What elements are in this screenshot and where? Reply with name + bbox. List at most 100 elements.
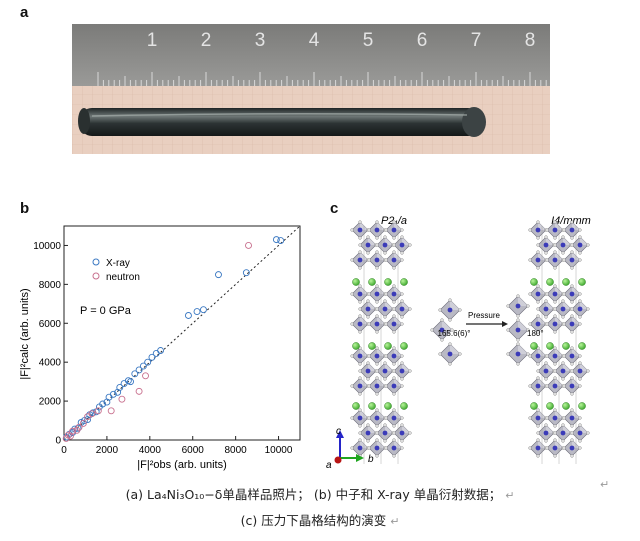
ruler-number: 3 — [255, 30, 266, 51]
pressure-label: Pressure — [468, 311, 501, 320]
y-tick-label: 4000 — [39, 358, 62, 369]
neutron-point — [79, 420, 87, 427]
x-ray-point — [152, 349, 160, 357]
a-axis-label: a — [326, 460, 332, 471]
caption-text-a: La₄Ni₃O₁₀−δ单晶样品照片； — [146, 487, 310, 502]
la-atom — [530, 402, 538, 410]
ruler-number: 4 — [309, 30, 320, 51]
x-tick-label: 10000 — [265, 445, 293, 456]
x-ray-point — [272, 236, 280, 244]
la-atom — [368, 278, 376, 286]
la-atom — [578, 402, 586, 410]
crystal-rod-photo: 1 2 3 4 5 6 7 8 — [72, 24, 550, 154]
pressure-annotation: P = 0 GPa — [80, 305, 132, 317]
neutron-point — [135, 387, 143, 395]
la-atom — [400, 402, 408, 410]
x-ray-point — [135, 366, 143, 374]
ruler-number: 1 — [147, 30, 158, 51]
panel-label-b: b — [20, 200, 30, 217]
x-ray-point — [193, 308, 201, 316]
caption-line-2: (c) 压力下晶格结构的演变 ↵ — [0, 510, 640, 529]
caption-text-c: 压力下晶格结构的演变 — [261, 513, 387, 528]
straight-angle-label: 180° — [527, 329, 544, 338]
x-ray-point — [99, 400, 107, 408]
la-atom — [384, 278, 392, 286]
x-ray-point — [148, 353, 156, 361]
x-tick-label: 6000 — [182, 445, 205, 456]
x-ray-point — [277, 237, 285, 245]
la-atom — [352, 402, 360, 410]
caption-line-1: (a) La₄Ni₃O₁₀−δ单晶样品照片； (b) 中子和 X-ray 单晶衍… — [0, 484, 640, 503]
ruler-number: 5 — [363, 30, 374, 51]
x-ray-point — [215, 271, 222, 279]
caption-text-b: 中子和 X-ray 单晶衍射数据； — [335, 487, 502, 502]
la-atom — [562, 342, 570, 350]
x-ray-point — [131, 370, 139, 378]
c-axis-label: c — [336, 426, 341, 437]
x-axis-label: |F|²obs (arb. units) — [137, 459, 226, 471]
la-atom — [352, 278, 360, 286]
ruler-number: 6 — [417, 30, 428, 51]
tilted-octahedron — [438, 342, 462, 366]
neutron-point — [107, 407, 115, 415]
caption-part-c: (c) — [240, 513, 258, 528]
la-atom — [562, 278, 570, 286]
neutron-point — [69, 427, 77, 435]
x-tick-label: 2000 — [96, 445, 119, 456]
la-atom — [546, 278, 554, 286]
nio6-octahedron — [545, 438, 565, 458]
la-atom — [368, 342, 376, 350]
paragraph-mark: ↵ — [390, 515, 400, 528]
x-tick-label: 0 — [61, 445, 67, 456]
panel-label-c: c — [330, 200, 339, 217]
crystal-structure-diagram: P2₁/a I4/mmm 165.6(6)° Pressure 180° c b… — [326, 215, 591, 471]
x-ray-point — [144, 358, 152, 366]
la-atom — [400, 342, 408, 350]
b-axis-label: b — [368, 454, 374, 465]
caption-part-b: (b) — [313, 487, 332, 502]
neutron-point — [75, 423, 83, 431]
y-tick-label: 10000 — [33, 241, 61, 252]
la-atom — [384, 402, 392, 410]
neutron-point — [118, 395, 126, 403]
la-atom — [578, 278, 586, 286]
la-atom — [530, 342, 538, 350]
paragraph-mark: ↵ — [505, 489, 515, 502]
la-atom — [546, 402, 554, 410]
y-tick-label: 8000 — [39, 280, 62, 291]
y-tick-label: 0 — [55, 436, 61, 447]
pressure-arrowhead — [502, 321, 508, 327]
la-atom — [562, 402, 570, 410]
x-ray-point — [139, 362, 147, 370]
x-ray-point — [157, 347, 164, 354]
legend-marker — [92, 272, 100, 280]
x-ray-point — [120, 380, 128, 388]
y-tick-label: 6000 — [39, 319, 62, 330]
plot-frame — [63, 225, 301, 441]
legend-marker — [92, 258, 100, 266]
ruler-number: 8 — [525, 30, 536, 51]
y-tick-label: 2000 — [39, 397, 62, 408]
la-atom — [400, 278, 408, 286]
la-atom — [546, 342, 554, 350]
tilted-octahedron — [430, 318, 454, 342]
la-atom — [578, 342, 586, 350]
x-ray-point — [184, 312, 192, 319]
neutron-point — [142, 372, 149, 380]
aligned-octahedron — [506, 342, 530, 366]
tilt-angle-label: 165.6(6)° — [438, 329, 471, 338]
diagonal-guide-line — [63, 225, 301, 441]
la-atom — [352, 342, 360, 350]
panel-label-a: a — [20, 4, 29, 21]
ruler-number: 2 — [201, 30, 212, 51]
neutron-point — [88, 410, 96, 418]
neutron-point — [245, 242, 252, 249]
la-atom — [368, 402, 376, 410]
legend-label: neutron — [106, 272, 140, 283]
nio6-octahedron — [392, 235, 412, 255]
tilted-octahedron — [438, 298, 462, 322]
la-atom — [384, 342, 392, 350]
legend-label: X-ray — [106, 258, 130, 269]
x-ray-point — [116, 384, 124, 391]
x-ray-point — [242, 269, 250, 277]
